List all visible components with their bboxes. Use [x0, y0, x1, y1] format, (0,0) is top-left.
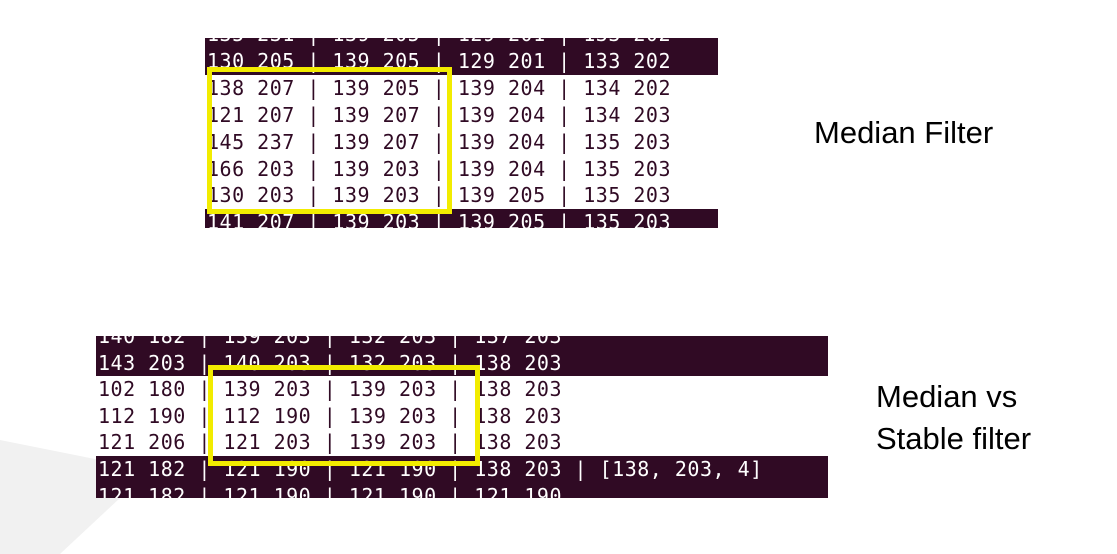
median-filter-caption: Median Filter — [814, 115, 994, 150]
median-filter-terminal-output: 135 231 | 139 205 | 129 201 | 133 202130… — [205, 38, 718, 228]
caption-line-2: Stable filter — [876, 421, 1032, 456]
terminal-row: 143 203 | 140 203 | 132 203 | 138 203 — [96, 349, 828, 377]
terminal-row: 140 182 | 139 203 | 132 203 | 137 203 — [96, 336, 828, 350]
terminal-row: 102 180 | 139 203 | 139 203 | 138 203 — [96, 376, 828, 404]
terminal-row: 141 207 | 139 203 | 139 205 | 135 203 — [205, 209, 718, 228]
terminal-row: 121 206 | 121 203 | 139 203 | 138 203 — [96, 429, 828, 457]
median-vs-stable-caption: Median vs Stable filter — [876, 376, 1096, 460]
terminal-row: 166 203 | 139 203 | 139 204 | 135 203 — [205, 155, 718, 183]
terminal-row: 121 182 | 121 190 | 121 190 | 121 190 — [96, 482, 828, 498]
terminal-row: 121 207 | 139 207 | 139 204 | 134 203 — [205, 101, 718, 129]
caption-line-1: Median vs — [876, 379, 1018, 414]
median-vs-stable-terminal-output: 140 182 | 139 203 | 132 203 | 137 203 143… — [96, 336, 828, 498]
terminal-row: 135 231 | 139 205 | 129 201 | 133 202 — [205, 38, 718, 48]
terminal-row: 130 203 | 139 203 | 139 205 | 135 203 — [205, 182, 718, 210]
terminal-row: 121 182 | 121 190 | 121 190 | 138 203 | … — [96, 456, 828, 483]
terminal-row: 138 207 | 139 205 | 139 204 | 134 202 — [205, 74, 718, 102]
terminal-row: 145 237 | 139 207 | 139 204 | 135 203 — [205, 128, 718, 156]
terminal-row: 130 205 | 139 205 | 129 201 | 133 202 — [205, 47, 718, 75]
terminal-row: 112 190 | 112 190 | 139 203 | 138 203 — [96, 402, 828, 430]
